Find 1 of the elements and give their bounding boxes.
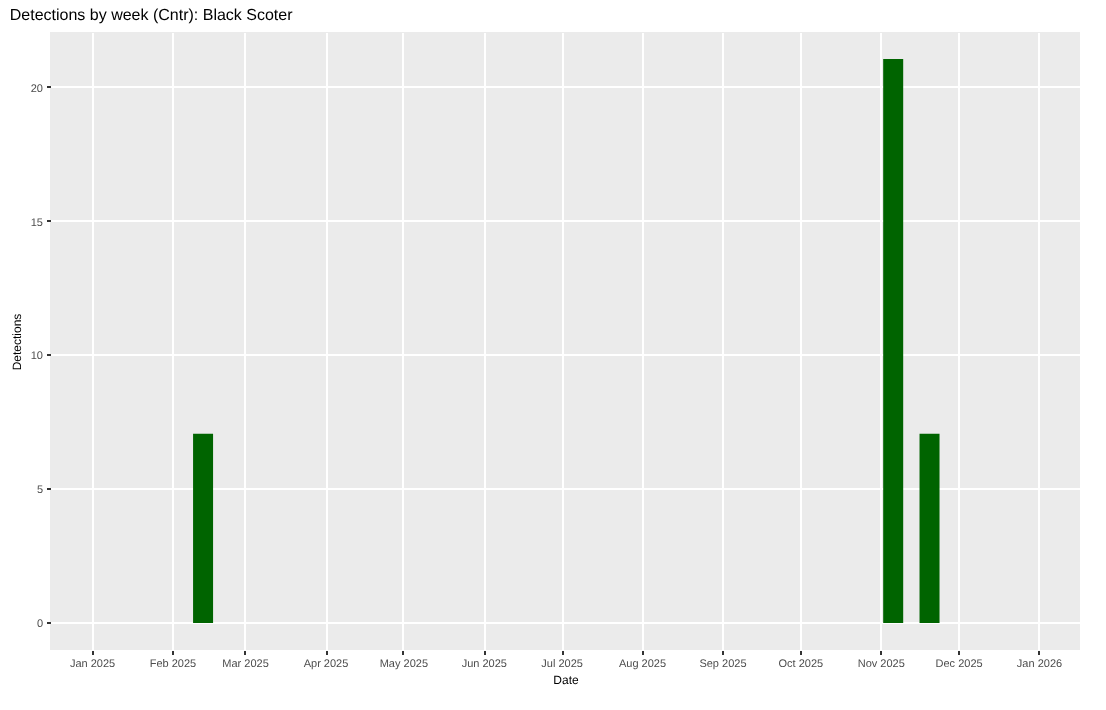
chart-title: Detections by week (Cntr): Black Scoter (9, 6, 294, 24)
